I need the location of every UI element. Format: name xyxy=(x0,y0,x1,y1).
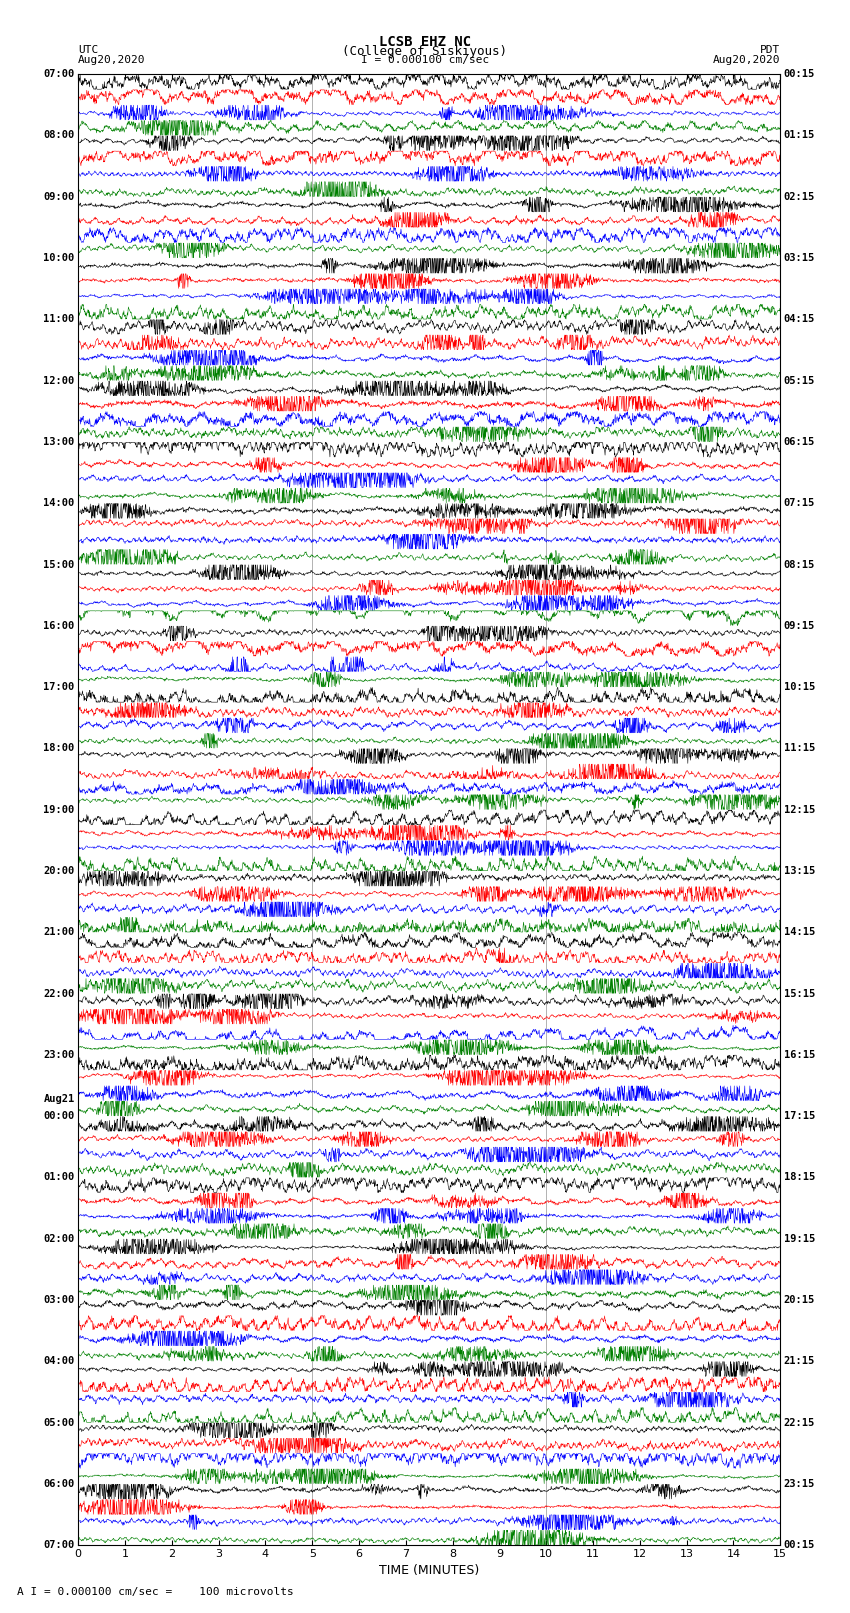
Text: 14:15: 14:15 xyxy=(784,927,815,937)
Text: 12:15: 12:15 xyxy=(784,805,815,815)
Text: 15:15: 15:15 xyxy=(784,989,815,998)
Text: Aug20,2020: Aug20,2020 xyxy=(78,55,145,65)
Text: 08:15: 08:15 xyxy=(784,560,815,569)
Text: UTC: UTC xyxy=(78,45,99,55)
Text: 20:00: 20:00 xyxy=(43,866,75,876)
Text: 23:15: 23:15 xyxy=(784,1479,815,1489)
Text: 08:00: 08:00 xyxy=(43,131,75,140)
Text: 01:00: 01:00 xyxy=(43,1173,75,1182)
Text: 09:15: 09:15 xyxy=(784,621,815,631)
Text: 09:00: 09:00 xyxy=(43,192,75,202)
Text: I = 0.000100 cm/sec: I = 0.000100 cm/sec xyxy=(361,55,489,65)
Text: 19:00: 19:00 xyxy=(43,805,75,815)
Text: 05:00: 05:00 xyxy=(43,1418,75,1428)
Text: 02:15: 02:15 xyxy=(784,192,815,202)
Text: 11:00: 11:00 xyxy=(43,315,75,324)
Text: Aug21: Aug21 xyxy=(43,1095,75,1105)
Text: 18:15: 18:15 xyxy=(784,1173,815,1182)
Text: 06:00: 06:00 xyxy=(43,1479,75,1489)
Text: 11:15: 11:15 xyxy=(784,744,815,753)
Text: 10:15: 10:15 xyxy=(784,682,815,692)
Text: Aug20,2020: Aug20,2020 xyxy=(713,55,780,65)
Text: 10:00: 10:00 xyxy=(43,253,75,263)
Text: 04:15: 04:15 xyxy=(784,315,815,324)
Text: 01:15: 01:15 xyxy=(784,131,815,140)
Text: 15:00: 15:00 xyxy=(43,560,75,569)
Text: 22:15: 22:15 xyxy=(784,1418,815,1428)
Text: 03:15: 03:15 xyxy=(784,253,815,263)
Text: LCSB EHZ NC: LCSB EHZ NC xyxy=(379,35,471,48)
Text: 14:00: 14:00 xyxy=(43,498,75,508)
Text: 23:00: 23:00 xyxy=(43,1050,75,1060)
Text: 19:15: 19:15 xyxy=(784,1234,815,1244)
Text: 07:00: 07:00 xyxy=(43,1540,75,1550)
Text: 00:00: 00:00 xyxy=(43,1111,75,1121)
Text: 20:15: 20:15 xyxy=(784,1295,815,1305)
Text: 03:00: 03:00 xyxy=(43,1295,75,1305)
Text: 13:15: 13:15 xyxy=(784,866,815,876)
Text: 06:15: 06:15 xyxy=(784,437,815,447)
Text: 12:00: 12:00 xyxy=(43,376,75,386)
Text: 17:00: 17:00 xyxy=(43,682,75,692)
Text: 04:00: 04:00 xyxy=(43,1357,75,1366)
Text: 00:15: 00:15 xyxy=(784,1540,815,1550)
Text: 00:15: 00:15 xyxy=(784,69,815,79)
Text: 18:00: 18:00 xyxy=(43,744,75,753)
Text: 07:15: 07:15 xyxy=(784,498,815,508)
Text: A I = 0.000100 cm/sec =    100 microvolts: A I = 0.000100 cm/sec = 100 microvolts xyxy=(17,1587,294,1597)
X-axis label: TIME (MINUTES): TIME (MINUTES) xyxy=(379,1563,479,1576)
Text: 02:00: 02:00 xyxy=(43,1234,75,1244)
Text: 13:00: 13:00 xyxy=(43,437,75,447)
Text: 21:00: 21:00 xyxy=(43,927,75,937)
Text: 07:00: 07:00 xyxy=(43,69,75,79)
Text: 17:15: 17:15 xyxy=(784,1111,815,1121)
Text: 16:00: 16:00 xyxy=(43,621,75,631)
Text: (College of Siskiyous): (College of Siskiyous) xyxy=(343,45,507,58)
Text: 05:15: 05:15 xyxy=(784,376,815,386)
Text: 21:15: 21:15 xyxy=(784,1357,815,1366)
Text: 16:15: 16:15 xyxy=(784,1050,815,1060)
Text: 22:00: 22:00 xyxy=(43,989,75,998)
Text: PDT: PDT xyxy=(760,45,780,55)
